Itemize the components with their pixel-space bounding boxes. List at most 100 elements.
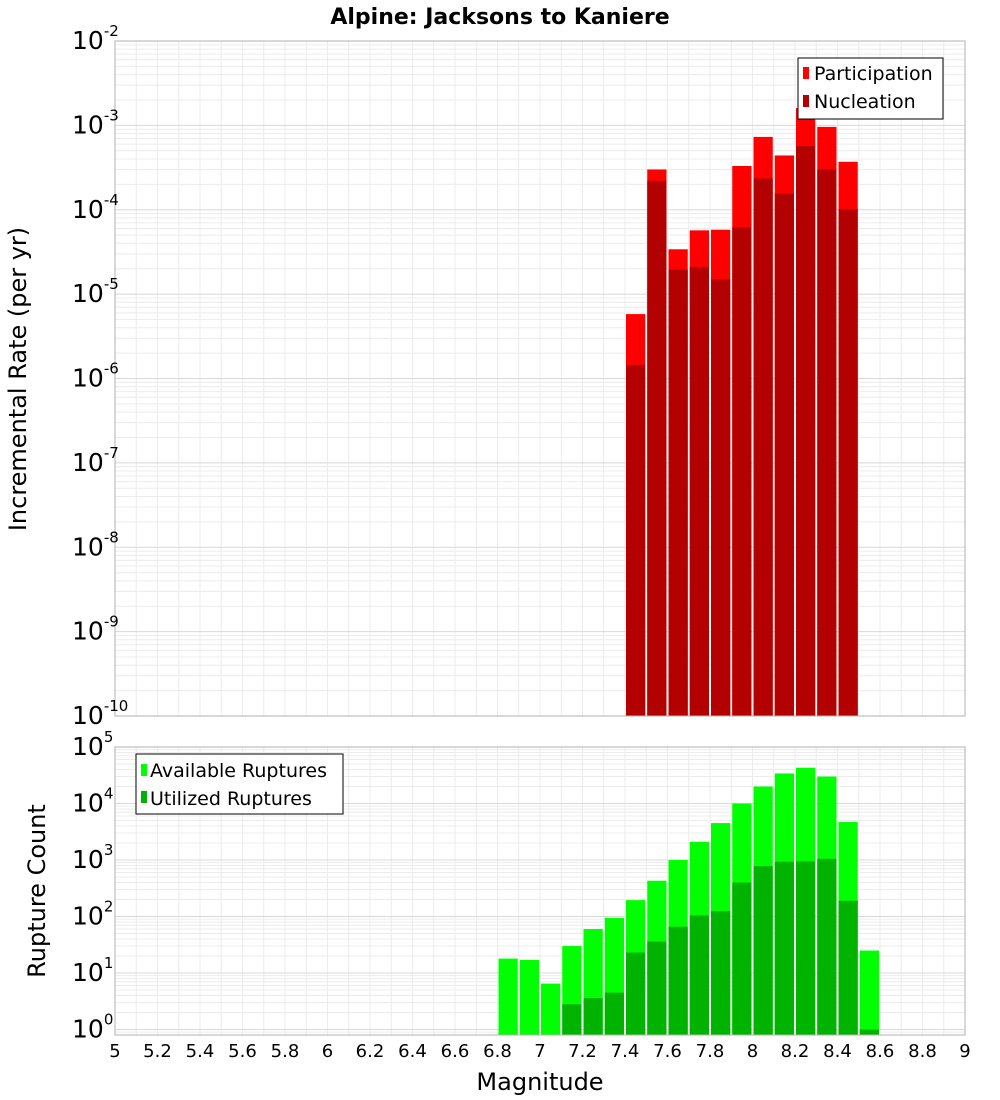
y-tick-label: 103 xyxy=(72,841,113,874)
y-tick-label: 10-3 xyxy=(72,106,119,139)
utilized-legend-label: Utilized Ruptures xyxy=(150,788,312,810)
y-tick-exponent: -7 xyxy=(104,444,119,462)
x-tick-label: 5 xyxy=(109,1041,120,1062)
y-tick-exponent: 1 xyxy=(104,954,114,972)
rate-bar-nucleation xyxy=(817,169,837,716)
rate-bar-nucleation xyxy=(838,209,858,716)
y-tick-exponent: 0 xyxy=(104,1011,114,1029)
rate-bars xyxy=(626,108,858,717)
participation-legend-label: Participation xyxy=(814,63,933,85)
y-tick-exponent: -9 xyxy=(104,613,119,631)
count-bar-available-ruptures xyxy=(541,983,561,1035)
count-bar-utilized-ruptures xyxy=(796,861,816,1035)
count-bars xyxy=(498,767,879,1035)
available-legend-label: Available Ruptures xyxy=(150,760,327,782)
y-tick-exponent: -3 xyxy=(104,106,119,124)
count-bar-utilized-ruptures xyxy=(562,1004,582,1035)
y-tick-exponent: -5 xyxy=(104,275,119,293)
count-bar-utilized-ruptures xyxy=(668,926,688,1035)
x-tick-label: 6 xyxy=(322,1041,333,1062)
x-tick-label: 5.6 xyxy=(228,1041,257,1062)
count-bar-utilized-ruptures xyxy=(753,866,773,1035)
y-tick-label: 104 xyxy=(72,785,113,818)
y-tick-exponent: 4 xyxy=(104,785,114,803)
rate-chart-panel: 10-10 10-9 10-8 10-7 10-6 10-5 10-4 10-3 10-2 In… xyxy=(4,22,966,730)
y-tick-exponent: -4 xyxy=(104,191,119,209)
rate-bar-nucleation xyxy=(711,279,731,716)
rate-bar-nucleation xyxy=(796,145,816,717)
y-tick-label: 100 xyxy=(72,1011,113,1044)
rate-bar-nucleation xyxy=(732,227,752,716)
count-bar-available-ruptures xyxy=(519,959,539,1035)
x-tick-label: 5.8 xyxy=(271,1041,300,1062)
x-tick-label: 8.2 xyxy=(781,1041,810,1062)
x-tick-label: 7.2 xyxy=(568,1041,597,1062)
y-tick-label: 102 xyxy=(72,898,113,931)
count-bar-utilized-ruptures xyxy=(647,941,667,1035)
y-tick-exponent: 2 xyxy=(104,898,114,916)
x-tick-label: 5.4 xyxy=(186,1041,215,1062)
x-tick-label: 7.6 xyxy=(653,1041,682,1062)
x-tick-label: 6.2 xyxy=(356,1041,385,1062)
x-tick-label: 6.8 xyxy=(483,1041,512,1062)
count-plot-frame xyxy=(114,746,966,1036)
y-tick-label: 10-9 xyxy=(72,613,119,646)
count-legend: Available Ruptures Utilized Ruptures xyxy=(135,753,344,815)
x-tick-label: 7.4 xyxy=(611,1041,640,1062)
x-tick-label: 5.2 xyxy=(143,1041,172,1062)
y-tick-label: 10-10 xyxy=(72,697,128,730)
rate-y-axis-label: Incremental Rate (per yr) xyxy=(4,227,32,531)
rate-bar-nucleation xyxy=(647,180,667,716)
count-bar-utilized-ruptures xyxy=(689,915,709,1035)
x-tick-label: 6.6 xyxy=(441,1041,470,1062)
count-bar-utilized-ruptures xyxy=(711,911,731,1035)
y-tick-exponent: 3 xyxy=(104,841,114,859)
count-bar-utilized-ruptures xyxy=(859,1029,879,1035)
y-tick-label: 10-2 xyxy=(72,22,119,55)
count-bar-available-ruptures xyxy=(859,950,879,1035)
y-tick-label: 10-8 xyxy=(72,528,119,561)
rate-bar-nucleation xyxy=(668,269,688,716)
y-tick-label: 10-4 xyxy=(72,191,119,224)
y-tick-exponent: 5 xyxy=(104,728,114,746)
chart-title: Alpine: Jacksons to Kaniere xyxy=(330,5,669,30)
count-bar-available-ruptures xyxy=(498,958,518,1035)
rate-bar-nucleation xyxy=(626,364,646,716)
available-legend-swatch xyxy=(141,764,147,776)
rate-legend: Participation Nucleation xyxy=(797,57,944,120)
x-axis-label: Magnitude xyxy=(476,1068,603,1096)
count-bar-utilized-ruptures xyxy=(583,998,603,1035)
rate-bar-nucleation xyxy=(774,193,794,716)
count-bar-utilized-ruptures xyxy=(774,861,794,1035)
count-bar-utilized-ruptures xyxy=(817,858,837,1035)
count-bar-utilized-ruptures xyxy=(626,952,646,1035)
rate-bar-nucleation xyxy=(689,266,709,716)
y-tick-exponent: -6 xyxy=(104,360,119,378)
y-tick-label: 10-7 xyxy=(72,444,119,477)
count-legend-box xyxy=(135,753,344,815)
count-y-axis-label: Rupture Count xyxy=(23,804,51,978)
y-tick-exponent: -10 xyxy=(104,697,129,715)
rate-legend-box xyxy=(797,57,944,120)
count-bar-utilized-ruptures xyxy=(604,992,624,1035)
x-tick-label: 8.8 xyxy=(908,1041,937,1062)
y-tick-label: 10-5 xyxy=(72,275,119,308)
rate-bar-nucleation xyxy=(753,178,773,716)
y-tick-exponent: -2 xyxy=(104,22,119,40)
x-tick-label: 8.4 xyxy=(823,1041,852,1062)
x-tick-label: 7 xyxy=(534,1041,545,1062)
x-tick-label: 9 xyxy=(959,1041,970,1062)
x-tick-label: 6.4 xyxy=(398,1041,427,1062)
rate-grid xyxy=(115,41,965,717)
x-tick-label: 8 xyxy=(747,1041,758,1062)
rate-plot-frame xyxy=(114,40,966,717)
x-tick-label: 7.8 xyxy=(696,1041,725,1062)
y-tick-label: 105 xyxy=(72,728,113,761)
nucleation-legend-swatch xyxy=(803,95,809,107)
count-bar-utilized-ruptures xyxy=(838,900,858,1035)
x-tick-label: 8.6 xyxy=(866,1041,895,1062)
x-tick-labels: 5 5.2 5.4 5.6 5.8 6 6.2 6.4 6.6 6.8 7 7.2 7.4 7.6 7.8 8… xyxy=(109,1041,970,1062)
